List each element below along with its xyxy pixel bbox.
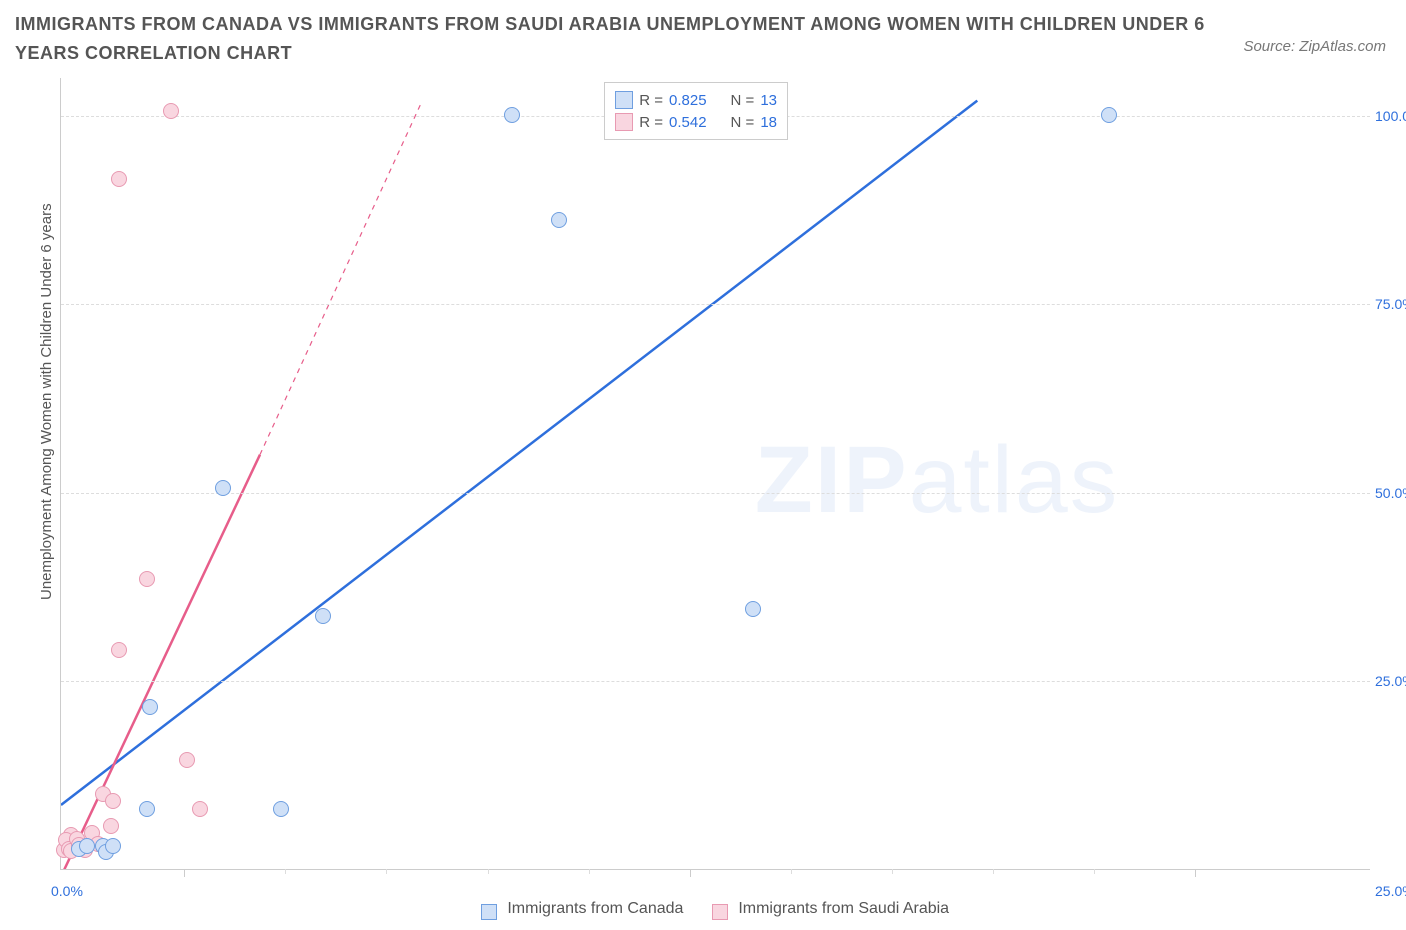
- legend-bottom: Immigrants from Canada Immigrants from S…: [0, 900, 1406, 918]
- point-pink: [163, 103, 179, 119]
- chart-plot-area: ZIPatlas 25.0%50.0%75.0%100.0%0.0%25.0%R…: [60, 78, 1370, 870]
- point-blue: [215, 480, 231, 496]
- y-tick-label: 25.0%: [1375, 673, 1406, 689]
- x-tick-minor: [488, 869, 489, 874]
- legend-top: R = 0.825 N = 13 R = 0.542 N = 18: [604, 82, 788, 140]
- y-tick-label: 100.0%: [1375, 108, 1406, 124]
- point-pink: [111, 642, 127, 658]
- legend-r-label: R =: [639, 92, 663, 109]
- x-tick-minor: [791, 869, 792, 874]
- legend-swatch: [615, 91, 633, 109]
- x-tick-major: [690, 869, 691, 877]
- chart-title: IMMIGRANTS FROM CANADA VS IMMIGRANTS FRO…: [15, 10, 1206, 68]
- point-pink: [111, 171, 127, 187]
- legend-swatch-pink: [712, 904, 728, 920]
- legend-n-value: 13: [760, 92, 777, 109]
- legend-r-label: R =: [639, 114, 663, 131]
- x-label-left: 0.0%: [51, 883, 83, 899]
- gridline: [61, 304, 1370, 305]
- point-blue: [551, 212, 567, 228]
- point-blue: [315, 608, 331, 624]
- point-pink: [105, 793, 121, 809]
- legend-swatch-blue: [481, 904, 497, 920]
- gridline: [61, 681, 1370, 682]
- x-tick-minor: [993, 869, 994, 874]
- legend-label-pink: Immigrants from Saudi Arabia: [738, 900, 949, 917]
- point-blue: [745, 601, 761, 617]
- point-blue: [504, 107, 520, 123]
- point-pink: [192, 801, 208, 817]
- x-tick-minor: [285, 869, 286, 874]
- legend-row: R = 0.542 N = 18: [615, 111, 777, 133]
- legend-label-blue: Immigrants from Canada: [507, 900, 683, 917]
- legend-r-value: 0.542: [669, 114, 707, 131]
- legend-n-label: N =: [731, 92, 755, 109]
- legend-swatch: [615, 113, 633, 131]
- legend-row: R = 0.825 N = 13: [615, 89, 777, 111]
- point-blue: [142, 699, 158, 715]
- point-blue: [105, 838, 121, 854]
- point-pink: [179, 752, 195, 768]
- x-tick-major: [1195, 869, 1196, 877]
- source-credit: Source: ZipAtlas.com: [1243, 38, 1386, 55]
- point-blue: [79, 838, 95, 854]
- x-tick-minor: [1094, 869, 1095, 874]
- point-blue: [1101, 107, 1117, 123]
- x-label-right: 25.0%: [1375, 883, 1406, 899]
- point-pink: [139, 571, 155, 587]
- x-tick-minor: [589, 869, 590, 874]
- x-tick-major: [184, 869, 185, 877]
- legend-r-value: 0.825: [669, 92, 707, 109]
- y-axis-label: Unemployment Among Women with Children U…: [38, 203, 55, 600]
- legend-n-label: N =: [731, 114, 755, 131]
- y-tick-label: 50.0%: [1375, 485, 1406, 501]
- y-tick-label: 75.0%: [1375, 296, 1406, 312]
- point-blue: [273, 801, 289, 817]
- gridline: [61, 493, 1370, 494]
- x-tick-minor: [892, 869, 893, 874]
- trend-lines-layer: [61, 78, 1370, 869]
- legend-n-value: 18: [760, 114, 777, 131]
- point-pink: [103, 818, 119, 834]
- x-tick-minor: [386, 869, 387, 874]
- point-blue: [139, 801, 155, 817]
